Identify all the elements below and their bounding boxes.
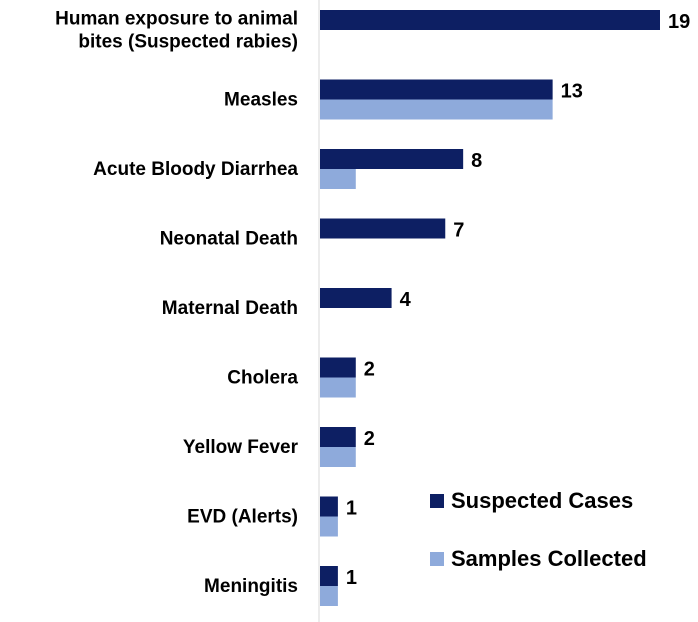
data-label: 2 <box>364 359 375 381</box>
category-label: Neonatal Death <box>160 229 298 250</box>
bar-samples-collected <box>320 516 338 537</box>
data-label: 1 <box>346 567 357 589</box>
data-label: 8 <box>471 150 482 172</box>
bar-suspected-cases <box>320 427 356 447</box>
bar-suspected-cases <box>320 496 338 517</box>
category-label: Maternal Death <box>162 298 298 319</box>
category-label: Measles <box>224 90 298 111</box>
data-label: 2 <box>364 428 375 450</box>
legend-swatch-suspected-cases <box>430 494 444 508</box>
legend-label-samples-collected: Samples Collected <box>451 546 647 571</box>
value-labels-group: 19 13 8 7 4 2 2 1 1 <box>346 11 690 589</box>
legend: Suspected Cases Samples Collected <box>430 488 647 571</box>
legend-swatch-samples-collected <box>430 552 444 566</box>
category-label: EVD (Alerts) <box>187 507 298 528</box>
bar-samples-collected <box>320 169 356 189</box>
bar-samples-collected <box>320 377 356 398</box>
bar-suspected-cases <box>320 357 356 378</box>
data-label: 4 <box>400 289 412 311</box>
bar-samples-collected <box>320 447 356 467</box>
category-label: Acute Bloody Diarrhea <box>93 159 298 180</box>
category-label: Yellow Fever <box>183 437 299 458</box>
bar-suspected-cases <box>320 288 392 308</box>
data-label: 1 <box>346 498 357 520</box>
bar-suspected-cases <box>320 566 338 586</box>
bar-suspected-cases <box>320 218 446 239</box>
category-label: Meningitis <box>204 576 298 597</box>
data-label: 19 <box>668 11 690 33</box>
bar-suspected-cases <box>320 10 660 30</box>
legend-label-suspected-cases: Suspected Cases <box>451 488 633 513</box>
data-label: 13 <box>561 81 583 103</box>
category-label: Cholera <box>227 368 298 389</box>
bar-samples-collected <box>320 99 553 120</box>
category-label: Human exposure to animal <box>55 9 298 30</box>
bar-samples-collected <box>320 586 338 606</box>
bar-suspected-cases <box>320 79 553 100</box>
bars-group <box>320 10 660 606</box>
category-label: bites (Suspected rabies) <box>78 32 298 53</box>
data-label: 7 <box>453 220 464 242</box>
bar-suspected-cases <box>320 149 464 169</box>
